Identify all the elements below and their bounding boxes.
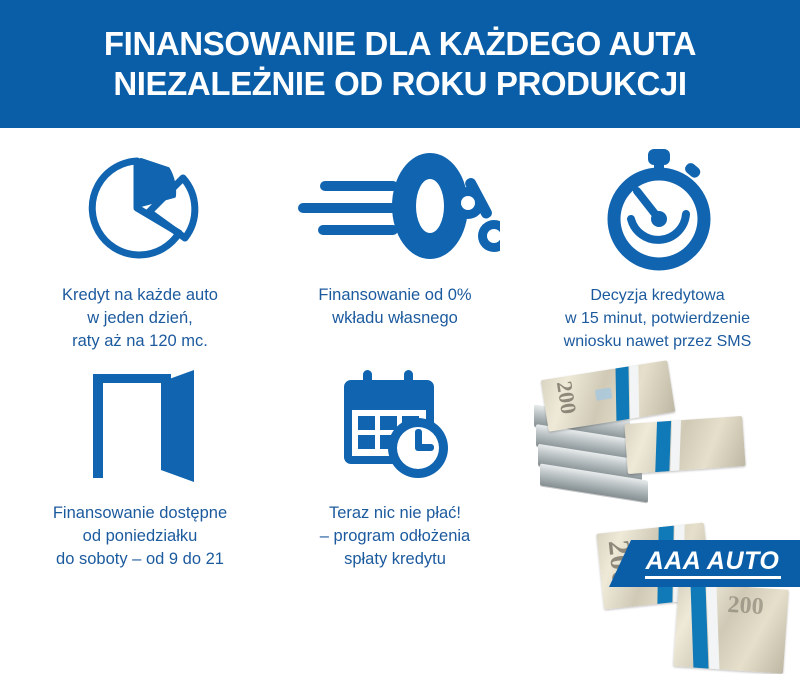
headline-line-2: NIEZALEŻNIE OD ROKU PRODUKCJI xyxy=(113,65,687,102)
feature-item-decision-time: Decyzja kredytowa w 15 minut, potwierdze… xyxy=(520,138,795,353)
feature-item-zero-percent: Finansowanie od 0% wkładu własnego xyxy=(270,138,520,330)
feature-caption: Kredyt na każde auto w jeden dzień, raty… xyxy=(62,284,218,353)
feature-item-credit: Kredyt na każde auto w jeden dzień, raty… xyxy=(10,138,270,353)
banknote-band xyxy=(654,415,672,475)
feature-caption: Teraz nic nie płać! – program odłożenia … xyxy=(320,502,470,571)
banknote-bundle: 200 xyxy=(673,582,789,674)
banknote-denomination: 200 xyxy=(551,379,582,416)
banknote-band xyxy=(629,360,640,428)
caption-line: spłaty kredytu xyxy=(344,550,446,568)
feature-item-opening-hours: Finansowanie dostępne od poniedziałku do… xyxy=(10,356,270,571)
banknote-band xyxy=(669,415,682,475)
caption-line: Decyzja kredytowa xyxy=(590,287,725,304)
banknote-denomination: 200 xyxy=(726,591,765,621)
logo-text: AAA AUTO xyxy=(645,547,780,575)
features-grid: Kredyt na każde auto w jeden dzień, raty… xyxy=(0,128,800,600)
caption-line: w 15 minut, potwierdzenie xyxy=(565,310,750,327)
feature-caption: Decyzja kredytowa w 15 minut, potwierdze… xyxy=(564,284,752,353)
feature-caption: Finansowanie dostępne od poniedziałku do… xyxy=(53,502,227,571)
caption-line: Kredyt na każde auto xyxy=(62,286,218,304)
banknote-bundle xyxy=(624,415,746,475)
header-banner: FINANSOWANIE DLA KAŻDEGO AUTA NIEZALEŻNI… xyxy=(0,0,800,128)
caption-line: od poniedziałku xyxy=(82,527,198,545)
caption-line: Finansowanie od 0% xyxy=(318,286,472,304)
caption-line: raty aż na 120 mc. xyxy=(72,332,208,350)
calendar-clock-icon xyxy=(330,356,460,496)
feature-item-deferred-payment: Teraz nic nie płać! – program odłożenia … xyxy=(270,356,520,571)
pie-chart-icon xyxy=(75,138,205,278)
open-door-icon xyxy=(75,356,205,496)
caption-line: wniosku nawet przez SMS xyxy=(563,333,752,350)
banknote-hologram xyxy=(594,387,613,401)
caption-line: do soboty – od 9 do 21 xyxy=(56,550,224,568)
logo-underline xyxy=(644,576,781,579)
feature-caption: Finansowanie od 0% wkładu własnego xyxy=(318,284,471,330)
stopwatch-icon xyxy=(593,138,723,278)
caption-line: w jeden dzień, xyxy=(87,309,193,327)
headline-line-1: FINANSOWANIE DLA KAŻDEGO AUTA xyxy=(103,25,697,62)
caption-line: wkładu własnego xyxy=(332,309,458,327)
aaa-auto-logo[interactable]: AAA AUTO xyxy=(609,540,800,587)
caption-line: – program odłożenia xyxy=(319,527,471,545)
banknote-band xyxy=(706,582,720,674)
zero-percent-icon xyxy=(290,138,500,278)
caption-line: Teraz nic nie płać! xyxy=(328,504,462,522)
banknote-bundles-image: 200 200 200 xyxy=(530,360,790,674)
caption-line: Finansowanie dostępne xyxy=(52,504,228,522)
